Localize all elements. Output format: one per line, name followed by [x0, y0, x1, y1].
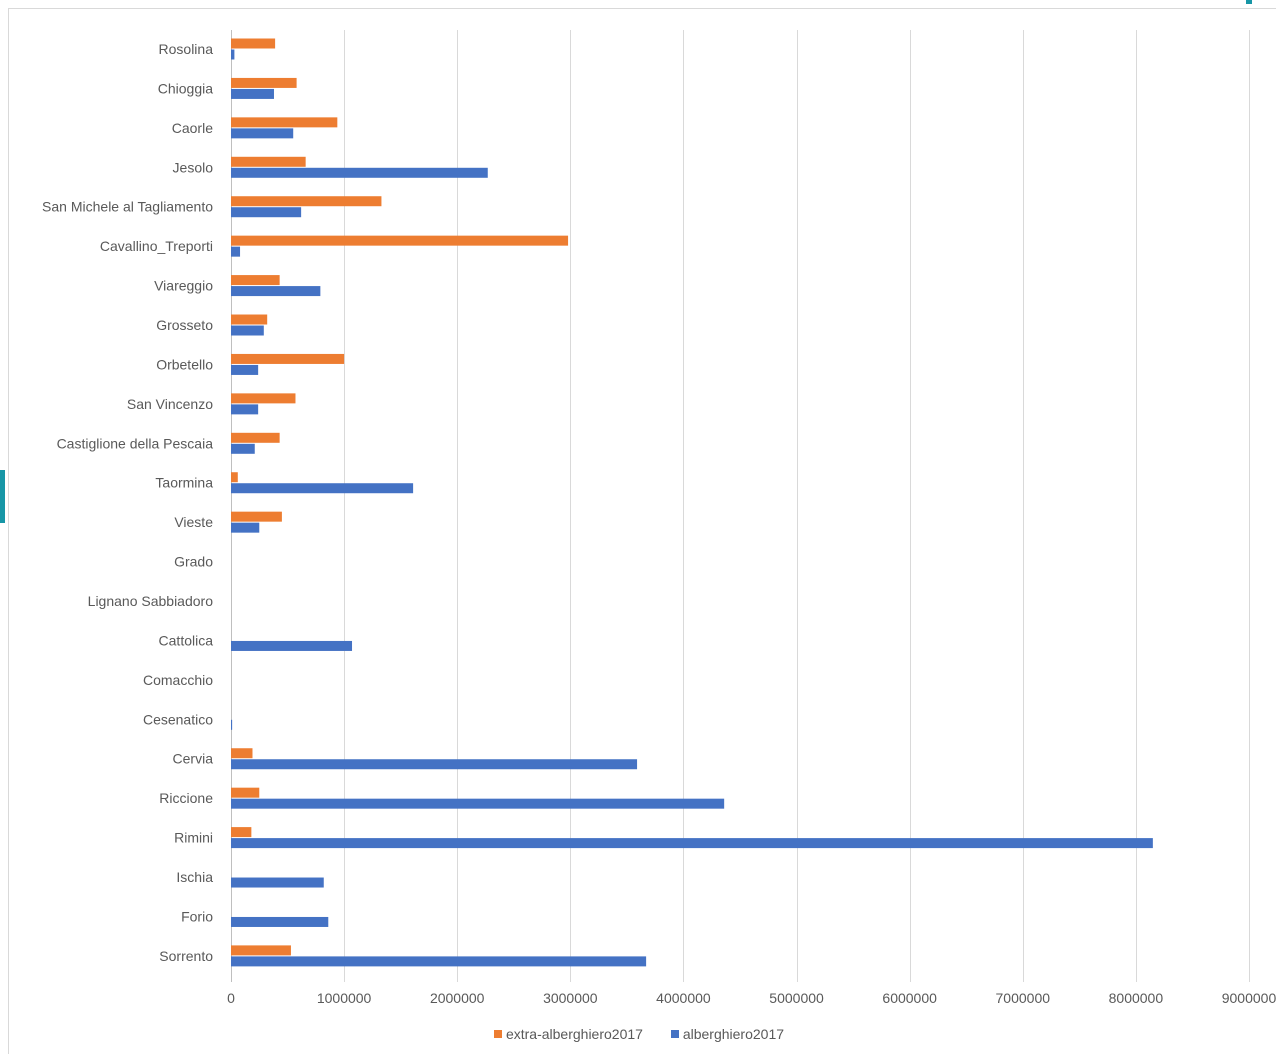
y-tick-label: Cervia	[173, 751, 214, 767]
bar-alberghiero	[231, 956, 647, 967]
y-tick-label: Grado	[174, 554, 213, 570]
y-tick-label: Caorle	[172, 120, 213, 136]
bar-alberghiero	[231, 483, 414, 494]
bar-alberghiero	[231, 877, 324, 888]
bar-alberghiero	[231, 404, 259, 415]
legend-swatch-alberghiero	[670, 1030, 679, 1039]
x-tick-label: 2000000	[430, 990, 485, 1006]
bar-alberghiero	[231, 286, 321, 297]
legend-label-extra: extra-alberghiero2017	[505, 1026, 643, 1042]
y-tick-label: Comacchio	[143, 672, 213, 688]
y-tick-label: Rosolina	[159, 41, 214, 57]
bar-extra-alberghiero	[231, 275, 280, 286]
bar-alberghiero	[231, 364, 259, 375]
bar-extra-alberghiero	[231, 393, 296, 404]
y-tick-label: Grosseto	[156, 317, 213, 333]
bar-alberghiero	[231, 838, 1153, 849]
x-tick-label: 7000000	[996, 990, 1051, 1006]
x-tick-label: 5000000	[769, 990, 824, 1006]
bar-extra-alberghiero	[231, 432, 280, 443]
y-tick-label: Vieste	[174, 514, 213, 530]
bar-alberghiero	[231, 443, 255, 454]
y-tick-label: San Vincenzo	[127, 396, 213, 412]
bar-alberghiero	[231, 325, 264, 336]
bar-alberghiero	[231, 246, 241, 257]
bar-alberghiero	[231, 207, 302, 218]
x-tick-label: 9000000	[1222, 990, 1277, 1006]
y-tick-label: Ischia	[176, 869, 213, 885]
x-tick-label: 1000000	[317, 990, 372, 1006]
y-tick-label: Orbetello	[156, 356, 213, 372]
x-tick-label: 0	[227, 990, 235, 1006]
bar-extra-alberghiero	[231, 77, 297, 88]
y-tick-label: Riccione	[159, 790, 213, 806]
bar-extra-alberghiero	[231, 787, 260, 798]
y-tick-label: Cavallino_Treporti	[100, 238, 213, 254]
bar-extra-alberghiero	[231, 511, 282, 522]
y-tick-label: Lignano Sabbiadoro	[88, 593, 214, 609]
x-tick-label: 8000000	[1109, 990, 1164, 1006]
bar-alberghiero	[231, 916, 329, 927]
bar-alberghiero	[231, 167, 488, 178]
y-tick-label: Castiglione della Pescaia	[57, 435, 214, 451]
bar-extra-alberghiero	[231, 945, 291, 956]
x-tick-label: 6000000	[882, 990, 937, 1006]
legend-item-extra: extra-alberghiero2017	[493, 1026, 643, 1042]
bar-extra-alberghiero	[231, 38, 276, 49]
chart-frame	[8, 8, 1276, 1054]
bar-alberghiero	[231, 49, 235, 60]
y-tick-label: Forio	[181, 908, 213, 924]
bar-extra-alberghiero	[231, 314, 268, 325]
bar-extra-alberghiero	[231, 353, 345, 364]
y-tick-label: Cattolica	[159, 632, 214, 648]
bar-alberghiero	[231, 522, 260, 533]
accent-bar	[0, 470, 5, 523]
bar-alberghiero	[231, 759, 638, 770]
bar-extra-alberghiero	[231, 117, 338, 128]
bar-extra-alberghiero	[231, 472, 238, 483]
bar-alberghiero	[231, 640, 353, 651]
bar-extra-alberghiero	[231, 156, 306, 167]
bar-alberghiero	[231, 719, 233, 730]
legend: extra-alberghiero2017 alberghiero2017	[0, 1026, 1278, 1042]
corner-accent	[1246, 0, 1252, 4]
bar-extra-alberghiero	[231, 196, 382, 207]
y-tick-label: Viareggio	[154, 278, 213, 294]
x-tick-label: 4000000	[656, 990, 711, 1006]
bar-extra-alberghiero	[231, 748, 253, 759]
y-tick-label: Chioggia	[158, 80, 213, 96]
y-tick-label: Jesolo	[173, 159, 214, 175]
bar-alberghiero	[231, 88, 274, 99]
bar-extra-alberghiero	[231, 235, 569, 246]
legend-item-alberghiero: alberghiero2017	[670, 1026, 785, 1042]
y-tick-label: Rimini	[174, 830, 213, 846]
y-tick-label: San Michele al Tagliamento	[42, 199, 213, 215]
legend-label-alberghiero: alberghiero2017	[682, 1026, 785, 1042]
bar-alberghiero	[231, 798, 725, 809]
y-tick-label: Cesenatico	[143, 711, 213, 727]
x-tick-label: 3000000	[543, 990, 598, 1006]
bar-alberghiero	[231, 128, 294, 139]
bar-chart: 0 1000000 2000000 3000000 4000000 5000000 6000…	[42, 30, 1277, 1006]
bar-extra-alberghiero	[231, 827, 252, 838]
y-tick-label: Sorrento	[159, 948, 213, 964]
legend-swatch-extra	[493, 1030, 502, 1039]
y-tick-label: Taormina	[155, 475, 213, 491]
